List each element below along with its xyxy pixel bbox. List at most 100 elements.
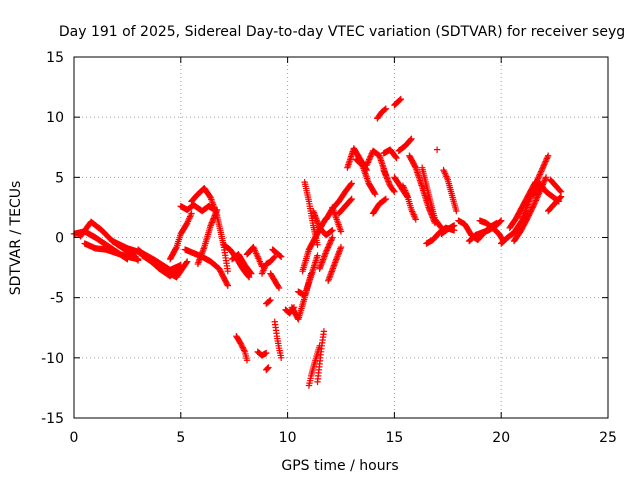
axis-ticks [73,56,609,419]
data-point [535,174,542,181]
data-point [533,194,541,201]
data-point [277,252,284,260]
data-point [381,106,389,113]
data-point [320,328,328,335]
y-tick-labels: -15 -10 -5 0 5 10 15 [41,50,64,427]
data-point [240,345,247,353]
data-point [543,156,550,164]
data-point [322,248,330,256]
data-point [267,296,274,304]
data-point [529,204,536,211]
data-point [371,189,378,197]
data-point [365,157,372,165]
data-point [543,155,551,162]
data-point [327,238,334,246]
data-point [237,340,244,347]
data-point [364,160,371,168]
data-point [367,153,374,160]
data-point [183,259,190,266]
data-point [277,354,285,362]
data-point [556,187,564,195]
data-point [243,357,251,364]
data-point [530,203,537,210]
y-tick-label: -5 [50,291,64,307]
x-tick-label: 15 [385,430,403,446]
data-point [537,168,545,175]
data-point [328,235,336,243]
data-point [188,210,195,217]
data-point [363,162,370,169]
data-point [433,146,441,153]
data-point [537,169,544,177]
data-point [239,344,246,351]
data-point [224,282,231,289]
data-point [530,201,538,208]
data-point [540,162,547,169]
data-point [329,234,336,241]
data-point [263,349,270,357]
data-point [327,237,335,244]
data-point [364,159,372,166]
data-point [531,198,539,206]
data-point [534,192,541,200]
data-point [542,174,550,181]
data-point [497,218,504,225]
x-tick-label: 5 [176,430,185,446]
data-point [531,200,538,207]
data-point [325,242,332,250]
data-point [539,164,547,171]
data-point [557,188,565,195]
data-point [328,227,335,235]
data-point [382,195,390,203]
data-point [544,152,552,159]
data-point [365,156,373,163]
data-point [453,207,460,215]
data-point [392,153,400,161]
data-point [371,190,379,198]
data-point [247,269,254,276]
data-point [275,283,282,291]
data-point [337,243,345,251]
data-point [538,166,545,174]
x-tick-labels: 0 5 10 15 20 25 [70,430,617,446]
data-point [275,284,283,292]
data-point [314,252,321,259]
data-point [324,245,331,253]
data-point [390,187,397,194]
data-point [541,159,549,167]
x-tick-label: 10 [279,430,297,446]
data-point [348,180,355,187]
data-point [240,347,248,354]
data-point [224,267,231,275]
data-point [172,245,180,252]
data-point [277,253,285,260]
data-point [238,343,246,350]
data-point [541,177,548,184]
data-point [347,196,355,203]
y-tick-label: 15 [46,50,64,66]
data-point [381,196,389,203]
data-point [532,197,540,204]
data-point [314,241,321,248]
data-point [542,158,549,165]
y-tick-label: 0 [55,231,64,247]
data-point [184,258,191,265]
data-point [541,161,548,168]
data-point [412,216,419,223]
y-tick-label: 10 [46,110,64,126]
data-point [265,364,272,371]
data-point [366,154,374,162]
data-point [382,105,390,112]
data-point [367,151,375,159]
data-point [498,217,505,224]
data-point [347,181,355,188]
x-tick-label: 25 [599,430,617,446]
x-axis-label: GPS time / hours [281,458,398,474]
y-tick-label: 5 [55,170,64,186]
data-point [329,227,336,234]
y-tick-label: -15 [41,411,64,427]
data-point [540,178,548,185]
data-point [391,188,398,195]
